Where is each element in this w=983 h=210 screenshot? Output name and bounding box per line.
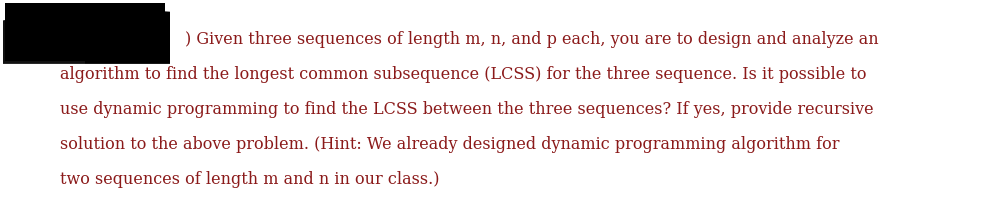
Text: algorithm to find the longest common subsequence (LCSS) for the three sequence. : algorithm to find the longest common sub…: [60, 66, 866, 83]
Polygon shape: [9, 4, 105, 61]
Text: solution to the above problem. (Hint: We already designed dynamic programming al: solution to the above problem. (Hint: We…: [60, 136, 839, 153]
Polygon shape: [85, 6, 170, 64]
Text: two sequences of length m and n in our class.): two sequences of length m and n in our c…: [60, 171, 439, 188]
Polygon shape: [5, 4, 101, 61]
Polygon shape: [3, 6, 85, 64]
Polygon shape: [13, 4, 109, 61]
Text: use dynamic programming to find the LCSS between the three sequences? If yes, pr: use dynamic programming to find the LCSS…: [60, 101, 874, 118]
Bar: [5, 3, 165, 61]
Text: ) Given three sequences of length m, n, and p each, you are to design and analyz: ) Given three sequences of length m, n, …: [185, 31, 879, 48]
